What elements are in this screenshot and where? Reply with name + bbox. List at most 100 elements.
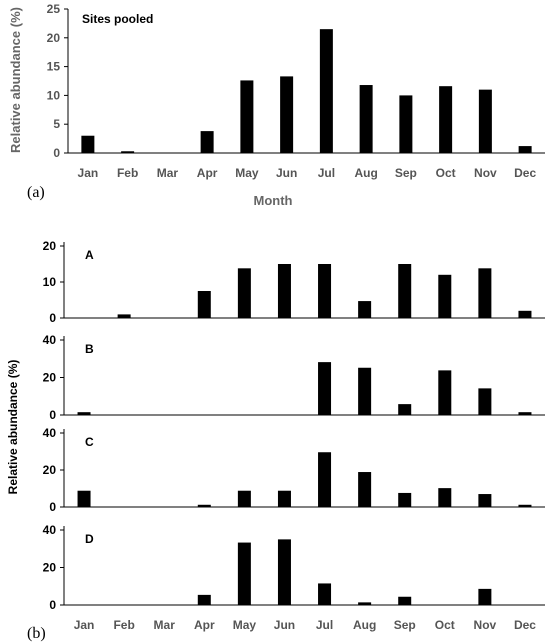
x-tick-label: Oct: [436, 166, 456, 180]
panel-tag-a: (a): [27, 184, 45, 201]
y-tick-label: 25: [47, 2, 61, 16]
y-tick-label: 0: [49, 408, 56, 422]
x-tick-label: Jun: [276, 166, 297, 180]
panel-label: B: [85, 342, 94, 356]
y-tick-label: 40: [43, 333, 57, 347]
bar: [200, 131, 214, 153]
bar: [398, 404, 412, 415]
bar: [518, 504, 532, 507]
x-tick-label: Aug: [353, 618, 376, 632]
bar: [280, 76, 294, 153]
bar: [478, 388, 492, 415]
per-site-charts: 0 10 20 A 0 20 40 B 0 20 40 C 0 20 40 D Jan Feb Mar Apr May J…: [6, 239, 545, 632]
x-tick-label: Sep: [395, 166, 417, 180]
y-tick-label: 20: [47, 31, 61, 45]
bar: [518, 146, 532, 153]
chart-title: Sites pooled: [82, 12, 153, 26]
y-tick-label: 20: [43, 463, 57, 477]
bar: [358, 472, 372, 507]
bar: [358, 301, 372, 318]
y-tick-label: 20: [43, 239, 57, 253]
bar: [438, 274, 452, 318]
bar: [478, 89, 492, 153]
bar: [240, 80, 254, 153]
x-tick-label: Apr: [194, 618, 215, 632]
x-tick-label: Feb: [113, 618, 134, 632]
x-tick-label: Dec: [514, 166, 536, 180]
bar: [319, 29, 333, 153]
bar: [438, 488, 452, 507]
x-tick-label: May: [235, 166, 259, 180]
x-tick-label: Jan: [74, 618, 95, 632]
bar: [358, 602, 372, 605]
bar: [77, 412, 91, 415]
bar: [439, 86, 453, 153]
y-tick-label: 0: [49, 598, 56, 612]
bar: [277, 264, 291, 318]
panel-label: C: [85, 435, 94, 449]
y-tick-label: 10: [43, 275, 57, 289]
bar: [318, 583, 332, 605]
bar: [438, 370, 452, 415]
x-tick-label: Nov: [474, 618, 497, 632]
bar: [81, 135, 95, 153]
sites-pooled-chart: 0 5 10 15 20 25 Jan Feb Mar Apr May Jun Jul Aug Sep Oct…: [8, 2, 545, 208]
x-tick-label: Apr: [197, 166, 218, 180]
site-panel-b: 0 20 40 B: [43, 333, 545, 422]
x-tick-label: Nov: [474, 166, 497, 180]
bar: [197, 291, 211, 318]
panel-tag-b: (b): [27, 625, 46, 642]
x-tick-label: Dec: [514, 618, 536, 632]
bar: [398, 492, 412, 507]
site-panel-d: 0 20 40 D: [43, 523, 545, 612]
y-tick-label: 40: [43, 426, 57, 440]
x-tick-label: Aug: [354, 166, 377, 180]
bar: [398, 264, 412, 318]
bar: [398, 596, 412, 605]
y-tick-label: 0: [49, 311, 56, 325]
bar: [237, 542, 251, 605]
site-panel-c: 0 20 40 C: [43, 426, 545, 514]
y-axis-title: Relative abundance (%): [8, 7, 23, 153]
y-tick-label: 5: [53, 117, 60, 131]
bar: [77, 490, 91, 507]
x-tick-label: Feb: [117, 166, 138, 180]
bar: [197, 594, 211, 605]
x-tick-label: May: [233, 618, 257, 632]
x-axis-title: Month: [254, 193, 293, 208]
site-panel-a: 0 10 20 A: [43, 239, 545, 325]
bar: [518, 310, 532, 318]
y-tick-label: 15: [47, 60, 61, 74]
bar: [358, 367, 372, 415]
bar: [318, 362, 332, 415]
x-tick-label: Sep: [394, 618, 416, 632]
y-tick-label: 10: [47, 88, 61, 102]
bar: [318, 264, 332, 318]
y-axis-title: Relative abundance (%): [6, 360, 20, 495]
bar: [197, 504, 211, 507]
bar: [359, 85, 373, 153]
x-tick-label: Jul: [318, 166, 335, 180]
x-tick-label: Oct: [435, 618, 455, 632]
x-tick-label: Jul: [316, 618, 333, 632]
bar: [399, 95, 413, 153]
bar: [277, 490, 291, 507]
bar: [518, 412, 532, 415]
panel-label: D: [85, 532, 94, 546]
bar: [121, 151, 135, 153]
x-tick-label: Jun: [274, 618, 295, 632]
y-tick-label: 0: [49, 500, 56, 514]
y-tick-label: 20: [43, 561, 57, 575]
y-tick-label: 40: [43, 523, 57, 537]
bar: [277, 539, 291, 605]
bar: [237, 268, 251, 318]
bar: [478, 588, 492, 605]
x-tick-label: Mar: [154, 618, 176, 632]
bar: [478, 494, 492, 507]
x-tick-label: Jan: [78, 166, 99, 180]
panel-label: A: [85, 248, 94, 262]
bar: [237, 490, 251, 507]
bar: [478, 268, 492, 318]
x-tick-label: Mar: [157, 166, 179, 180]
